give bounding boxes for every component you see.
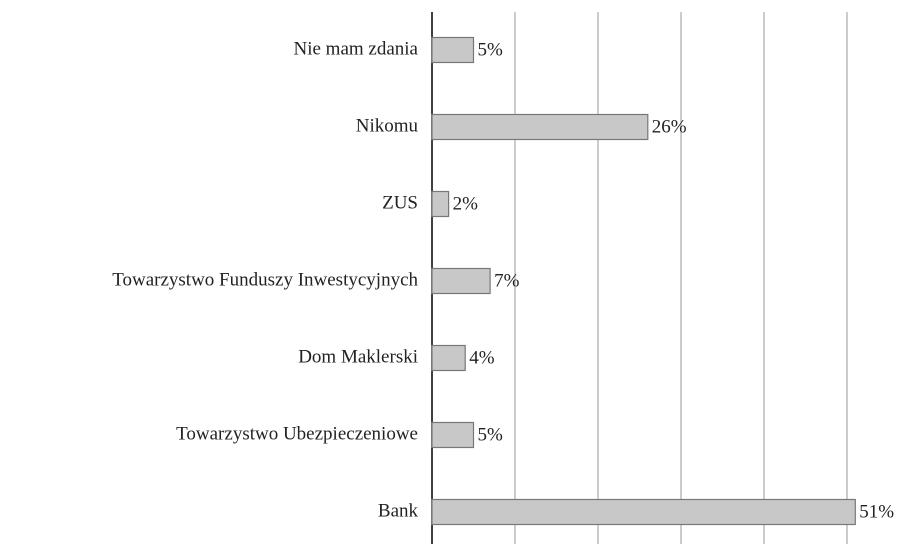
category-label: ZUS [382, 192, 418, 213]
bar [431, 421, 475, 449]
value-label: 4% [469, 347, 495, 368]
category-label: Towarzystwo Ubezpieczeniowe [176, 423, 418, 444]
bar [431, 498, 856, 526]
value-label: 2% [453, 193, 479, 214]
category-label: Dom Maklerski [298, 346, 418, 367]
bar [431, 36, 475, 64]
category-label: Bank [378, 500, 419, 521]
bar [431, 344, 466, 372]
value-label: 5% [478, 39, 504, 60]
value-label: 5% [478, 424, 504, 445]
category-label: Nie mam zdania [293, 38, 418, 59]
category-label: Towarzystwo Funduszy Inwestycyjnych [112, 269, 418, 290]
value-label: 7% [494, 270, 519, 291]
bar [431, 267, 491, 295]
category-label: Nikomu [356, 115, 419, 136]
bar [431, 190, 450, 218]
value-label: 51% [859, 501, 894, 522]
value-label: 26% [652, 116, 687, 137]
bar [431, 113, 649, 141]
